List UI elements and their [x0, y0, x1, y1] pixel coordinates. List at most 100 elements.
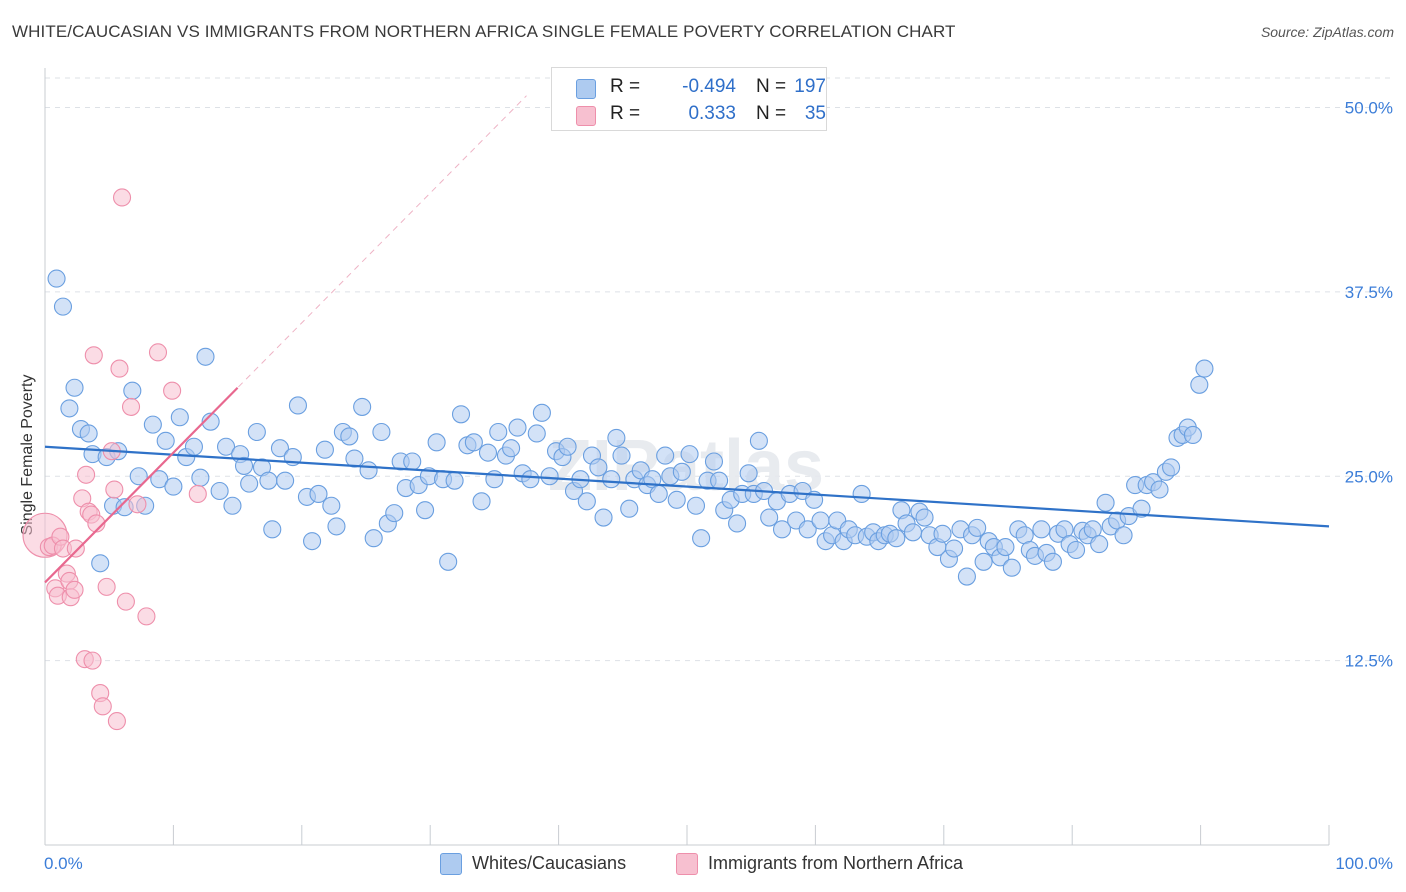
white-caucasian-point	[170, 408, 189, 427]
north-africa-point	[65, 580, 84, 599]
white-caucasian-point	[359, 461, 378, 480]
white-caucasian-point	[364, 529, 383, 548]
white-caucasian-point	[915, 508, 934, 527]
north-africa-point	[163, 381, 182, 400]
white-caucasian-point	[184, 437, 203, 456]
white-caucasian-point	[478, 443, 498, 462]
white-caucasian-point	[1067, 540, 1086, 560]
white-caucasian-point	[649, 484, 668, 504]
north-africa-point	[188, 484, 207, 504]
white-caucasian-point	[540, 467, 559, 486]
white-caucasian-point	[427, 433, 446, 452]
north-africa-point	[77, 465, 96, 484]
white-caucasian-trend-line	[44, 445, 1330, 528]
white-caucasian-point	[372, 422, 391, 442]
north-africa-point	[97, 577, 116, 596]
white-caucasian-point	[589, 458, 608, 477]
north-africa-point	[137, 607, 156, 626]
white-caucasian-point	[1190, 375, 1209, 394]
white-caucasian-point	[558, 437, 577, 456]
white-caucasian-point	[263, 520, 282, 539]
white-caucasian-point	[129, 467, 148, 486]
chart-title: WHITE/CAUCASIAN VS IMMIGRANTS FROM NORTH…	[12, 22, 956, 41]
north-africa-point	[128, 495, 147, 514]
legend-swatch-pink	[576, 106, 596, 126]
white-caucasian-point	[612, 446, 631, 465]
legend-swatch-blue	[440, 853, 462, 875]
tick-labels: 12.5% 25.0% 37.5% 50.0% 0.0% 100.0%	[44, 99, 1393, 874]
white-caucasian-points	[47, 269, 1214, 586]
white-caucasian-point	[1183, 425, 1202, 445]
white-caucasian-point	[270, 439, 290, 458]
north-africa-point	[112, 188, 132, 207]
white-caucasian-point	[798, 520, 817, 539]
north-africa-point	[66, 539, 85, 558]
white-caucasian-point	[656, 446, 675, 465]
white-caucasian-point	[502, 439, 521, 458]
grid-lines	[45, 77, 1392, 662]
north-africa-point	[148, 343, 168, 362]
white-caucasian-point	[772, 520, 792, 539]
white-caucasian-point	[191, 468, 210, 487]
x-tick-label-max: 100.0%	[1335, 854, 1393, 873]
north-africa-point	[105, 480, 124, 499]
white-caucasian-point	[196, 347, 215, 366]
white-caucasian-point	[739, 464, 758, 483]
x-tick-label-min: 0.0%	[44, 854, 83, 873]
white-caucasian-point	[385, 504, 404, 523]
white-caucasian-point	[933, 524, 952, 543]
white-caucasian-point	[686, 496, 706, 515]
white-caucasian-point	[216, 437, 236, 456]
white-caucasian-point	[65, 378, 84, 397]
white-caucasian-point	[416, 501, 435, 520]
y-tick-label: 50.0%	[1345, 99, 1393, 118]
white-caucasian-point	[1002, 558, 1021, 577]
north-africa-point	[93, 697, 112, 716]
north-africa-point	[121, 397, 141, 416]
white-caucasian-point	[79, 424, 98, 443]
white-caucasian-point	[1043, 552, 1062, 571]
white-caucasian-point	[1150, 480, 1169, 499]
white-caucasian-point	[594, 508, 613, 527]
white-caucasian-point	[974, 552, 993, 571]
white-caucasian-point	[276, 471, 295, 490]
white-caucasian-point	[259, 471, 278, 490]
white-caucasian-point	[150, 470, 169, 489]
white-caucasian-point	[327, 517, 346, 536]
legend-swatch-pink	[676, 853, 698, 875]
north-africa-points	[22, 188, 207, 731]
white-caucasian-point	[620, 499, 639, 518]
north-africa-point	[110, 359, 129, 378]
legend-n-label: N =	[756, 103, 787, 124]
white-caucasian-point	[667, 490, 686, 509]
white-caucasian-point	[403, 452, 422, 471]
white-caucasian-point	[1096, 493, 1115, 512]
white-caucasian-point	[439, 552, 458, 571]
white-caucasian-point	[760, 508, 779, 527]
white-caucasian-point	[1132, 499, 1151, 518]
white-caucasian-point	[143, 415, 162, 434]
white-caucasian-point	[340, 427, 359, 446]
white-caucasian-point	[1090, 535, 1109, 554]
y-tick-label: 12.5%	[1345, 652, 1393, 671]
white-caucasian-point	[852, 484, 871, 504]
legend-swatch-blue	[576, 79, 596, 99]
white-caucasian-point	[887, 529, 906, 548]
legend-n-value: 35	[804, 103, 826, 124]
white-caucasian-point	[315, 440, 334, 459]
white-caucasian-point	[123, 381, 142, 400]
legend-n-label: N =	[756, 76, 787, 97]
white-caucasian-point	[322, 496, 341, 515]
white-caucasian-point	[1195, 359, 1214, 378]
white-caucasian-point	[1114, 526, 1133, 545]
white-caucasian-point	[527, 424, 546, 443]
north-africa-point	[116, 592, 135, 611]
white-caucasian-point	[1032, 520, 1051, 539]
white-caucasian-point	[247, 422, 266, 442]
white-caucasian-point	[704, 452, 724, 471]
white-caucasian-point	[1162, 458, 1181, 477]
legend-r-value: 0.333	[688, 103, 736, 124]
north-africa-point	[84, 346, 103, 365]
white-caucasian-point	[234, 456, 254, 475]
